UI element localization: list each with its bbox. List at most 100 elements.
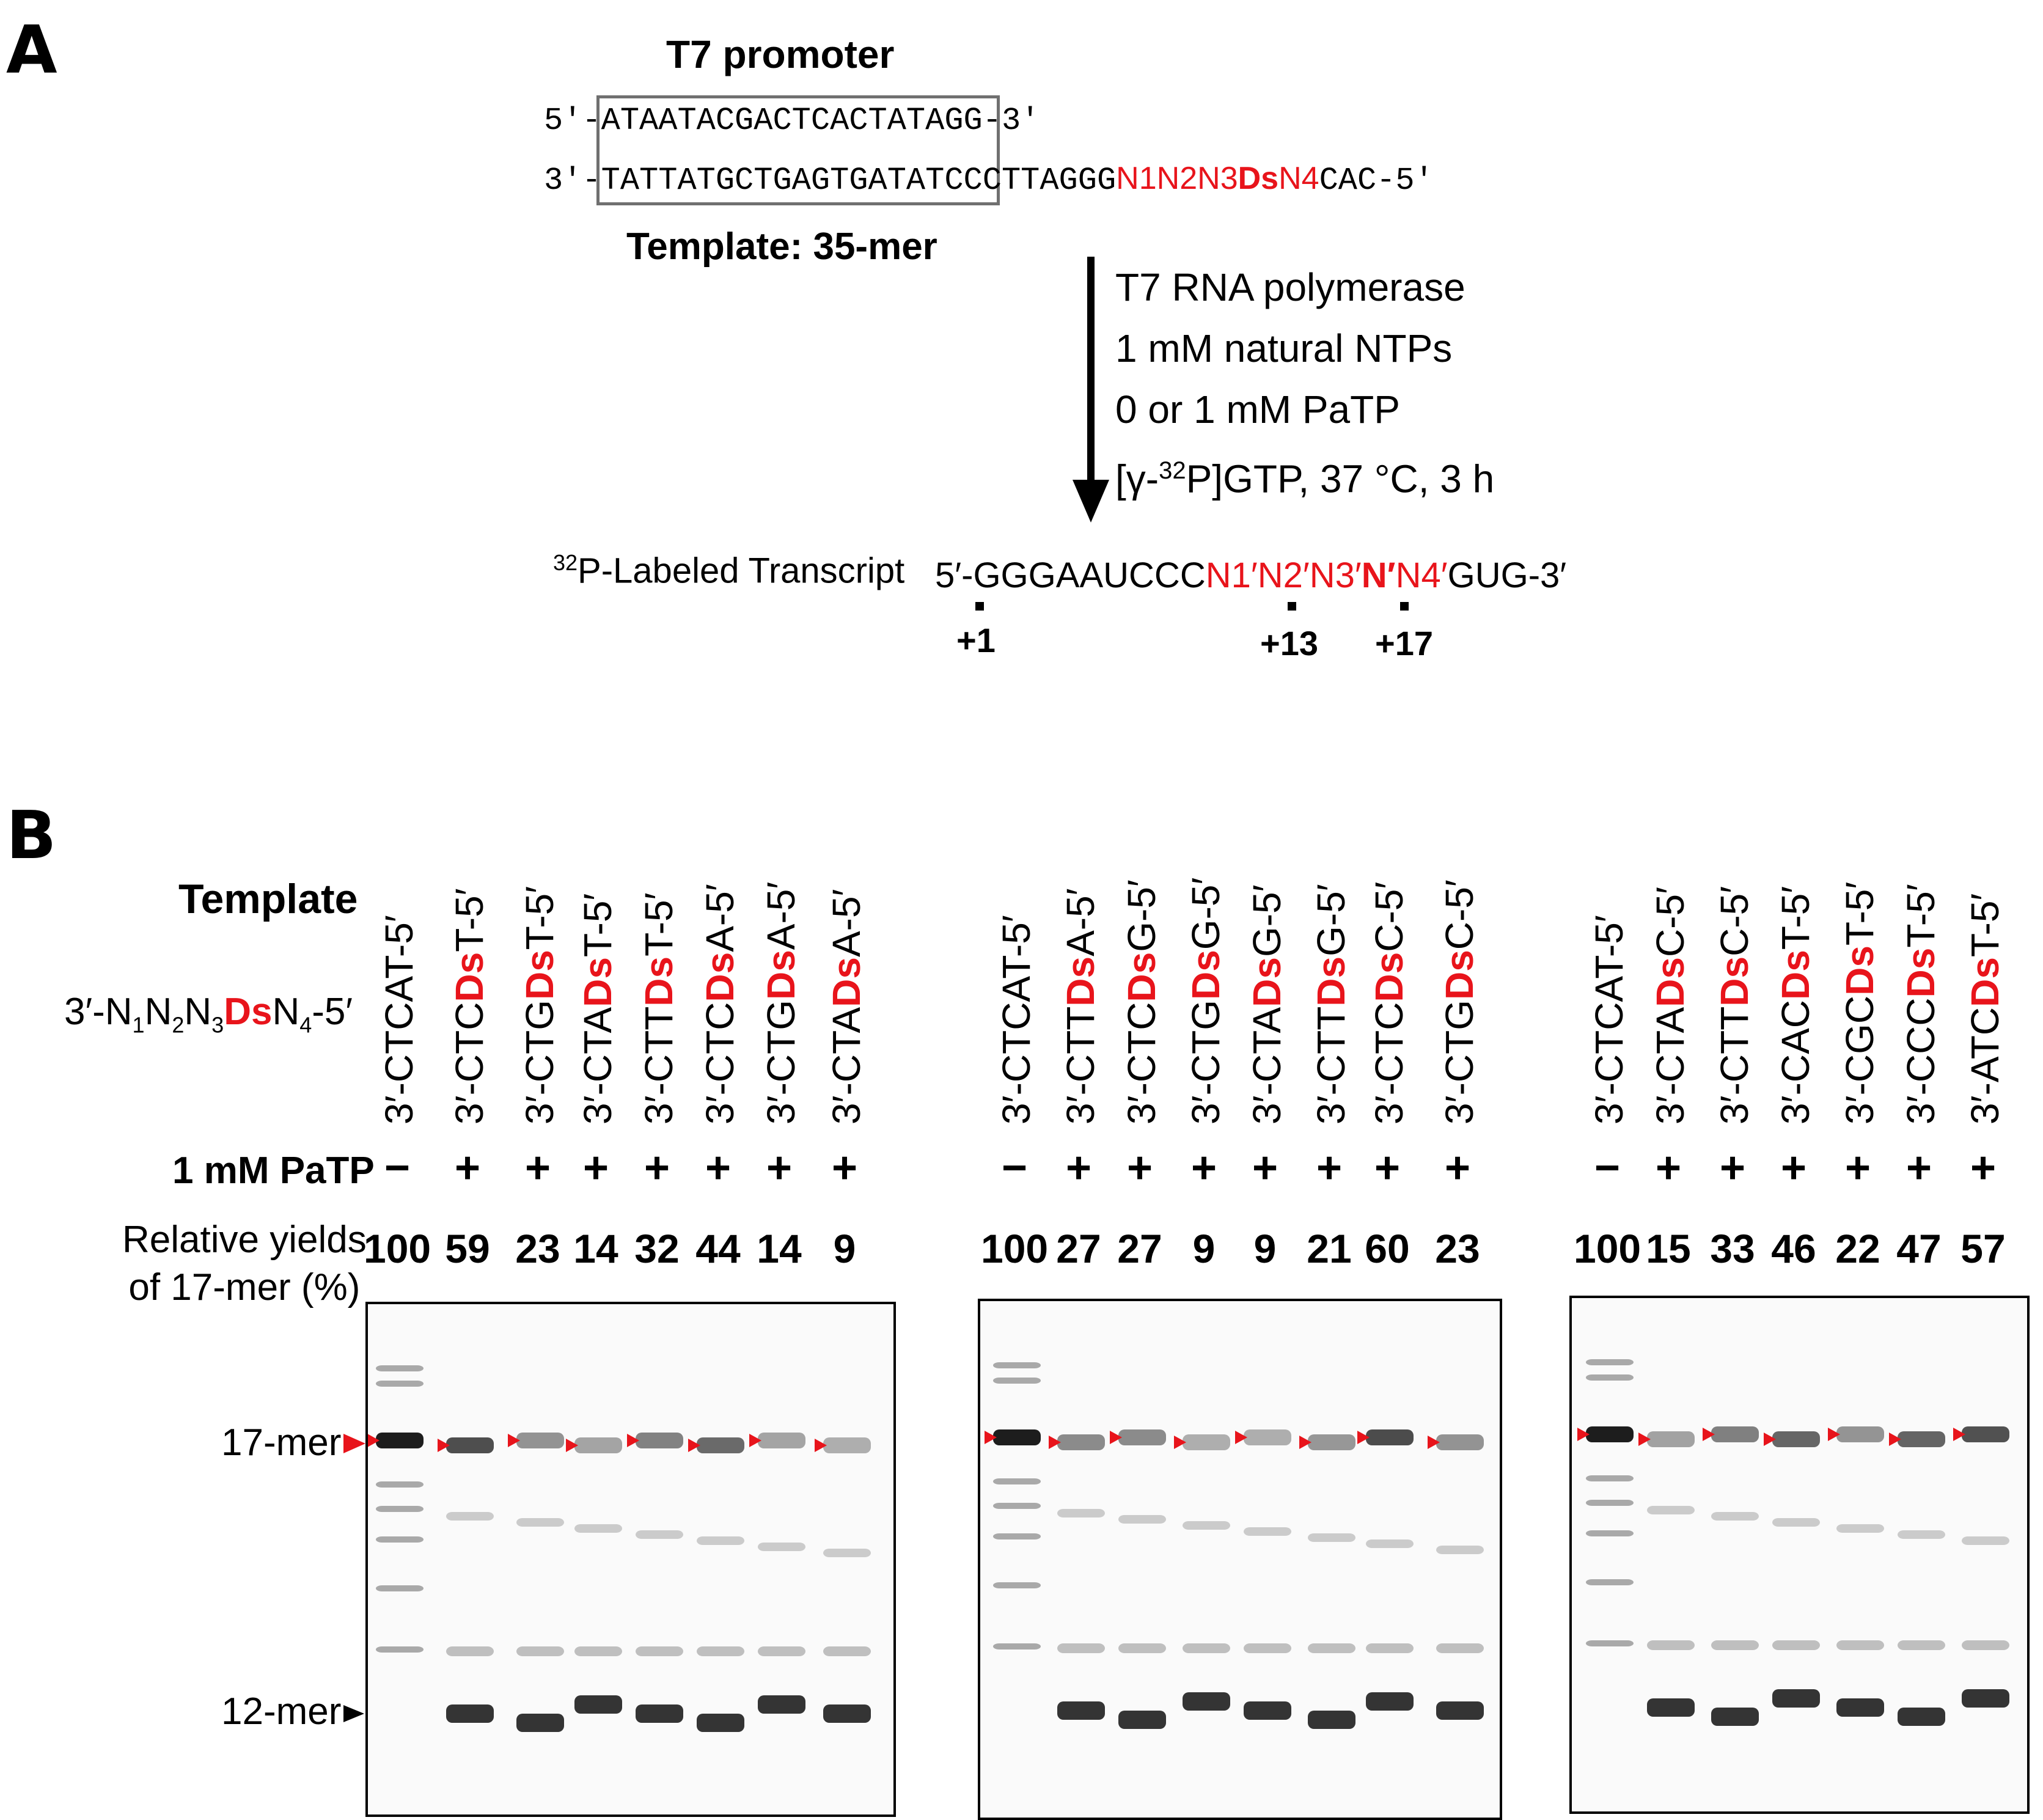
gel-band: [1586, 1426, 1634, 1442]
gel-band: [993, 1643, 1041, 1649]
gel-band: [697, 1437, 744, 1453]
band-17mer-marker: [815, 1439, 827, 1452]
transcript-label: 32P-Labeled Transcript: [553, 550, 905, 591]
gel-band: [1898, 1530, 1945, 1539]
top-strand: 5′-ATAATACGACTCACTATAGG-3′: [544, 103, 1040, 139]
gel-band: [1898, 1640, 1945, 1650]
band-17mer-marker: [1235, 1431, 1247, 1444]
yield-value: 14: [757, 1226, 802, 1271]
gel-band: [1436, 1434, 1484, 1450]
gel-band: [1118, 1711, 1166, 1729]
gel-band: [516, 1646, 564, 1656]
condition-ntps: 1 mM natural NTPs: [1115, 326, 1453, 370]
gel-band: [1898, 1708, 1945, 1726]
patp-sign: +: [1316, 1143, 1343, 1192]
gel-band: [1836, 1640, 1884, 1650]
gel-band: [1366, 1429, 1414, 1445]
template-label: 3′-CTCDsA-5′: [698, 884, 742, 1125]
band-17mer-marker: [368, 1434, 380, 1447]
position-marker-17: [1400, 602, 1409, 611]
gel-band: [1366, 1692, 1414, 1711]
gel-band: [1118, 1515, 1166, 1524]
gel-band: [636, 1530, 683, 1539]
gel-band: [697, 1536, 744, 1545]
gel-band: [1586, 1359, 1634, 1365]
gel-band: [1772, 1518, 1820, 1527]
position-marker-13: [1288, 602, 1296, 611]
gel-band: [574, 1524, 622, 1533]
gel-band: [1057, 1643, 1105, 1653]
gel-band: [1366, 1539, 1414, 1548]
gel-band: [1711, 1640, 1759, 1650]
gel-band: [376, 1481, 424, 1488]
gel-band: [823, 1549, 871, 1557]
marker-17mer-label: 17-mer: [221, 1422, 342, 1464]
gel-band: [993, 1378, 1041, 1384]
template-label: 3′-CTADsG-5′: [1245, 884, 1289, 1125]
gel-band: [376, 1585, 424, 1591]
gel-band: [1586, 1640, 1634, 1646]
yield-value: 27: [1056, 1226, 1101, 1271]
yield-value: 21: [1307, 1226, 1352, 1271]
gel-band: [376, 1506, 424, 1512]
position-label-13: +13: [1260, 624, 1318, 662]
yield-value: 100: [364, 1226, 431, 1271]
yield-value: 32: [634, 1226, 680, 1271]
yield-value: 47: [1896, 1226, 1942, 1271]
template-label: 3′-CCCDsT-5′: [1899, 884, 1943, 1125]
yield-value: 23: [515, 1226, 560, 1271]
yield-value: 60: [1365, 1226, 1410, 1271]
template-label: 3′-CTCAT-5′: [377, 915, 421, 1125]
gel-band: [758, 1695, 805, 1714]
gel-band: [516, 1433, 564, 1448]
gel-band: [1436, 1701, 1484, 1720]
template-label: 3′-CTADsC-5′: [1648, 886, 1692, 1125]
gel-band: [758, 1433, 805, 1448]
gel-band: [1183, 1692, 1230, 1711]
gel-band: [1308, 1711, 1355, 1729]
patp-sign: +: [1780, 1143, 1807, 1192]
gel-band: [376, 1646, 424, 1653]
gel-band: [1836, 1524, 1884, 1533]
template-label: 3′-CTCDsT-5′: [447, 888, 491, 1125]
patp-sign: +: [524, 1143, 551, 1192]
patp-sign: −: [1594, 1143, 1621, 1192]
gel-band: [574, 1695, 622, 1714]
band-17mer-marker: [1110, 1431, 1122, 1444]
template-label: 3′-CGCDsT-5′: [1838, 881, 1882, 1125]
gel-band: [993, 1429, 1041, 1445]
gel-image-2: [978, 1299, 1502, 1820]
template-label: 3′-CTCDsC-5′: [1367, 881, 1411, 1125]
template-label: 3′-CTADsA-5′: [824, 889, 868, 1125]
yield-value: 59: [445, 1226, 490, 1271]
transcript-sequence: 5′-GGGAAUCCCN1′N2′N3′N′N4′GUG-3′: [935, 556, 1567, 595]
gel-band: [1772, 1640, 1820, 1650]
patp-sign: +: [705, 1143, 732, 1192]
gel-band: [574, 1437, 622, 1453]
band-17mer-marker: [508, 1434, 520, 1447]
bottom-strand: 3′-TATTATGCTGAGTGATATCCCTTAGGGN1N2N3DsN4…: [544, 161, 1434, 199]
gel-band: [1711, 1426, 1759, 1442]
gel-band: [1183, 1643, 1230, 1653]
gel-band: [1308, 1434, 1355, 1450]
yield-value: 33: [1710, 1226, 1755, 1271]
gel-band: [516, 1518, 564, 1527]
gel-image-3: [1569, 1296, 2030, 1814]
patp-sign: +: [1065, 1143, 1092, 1192]
patp-sign: +: [1844, 1143, 1871, 1192]
gel-band: [1772, 1431, 1820, 1447]
gel-band: [1836, 1426, 1884, 1442]
gel-band: [697, 1646, 744, 1656]
gel-band: [1244, 1429, 1291, 1445]
gel-band: [1308, 1533, 1355, 1542]
gel-band: [376, 1381, 424, 1387]
template-label: 3′-CTTDsA-5′: [1058, 888, 1102, 1125]
gel-band: [1962, 1536, 2009, 1545]
gel-band: [446, 1704, 494, 1723]
yield-value: 23: [1435, 1226, 1480, 1271]
gel-band: [1586, 1530, 1634, 1536]
gel-band: [1711, 1512, 1759, 1521]
gel-band: [823, 1437, 871, 1453]
patp-sign: +: [1252, 1143, 1278, 1192]
template-label: 3′-CTTDsT-5′: [637, 892, 681, 1125]
